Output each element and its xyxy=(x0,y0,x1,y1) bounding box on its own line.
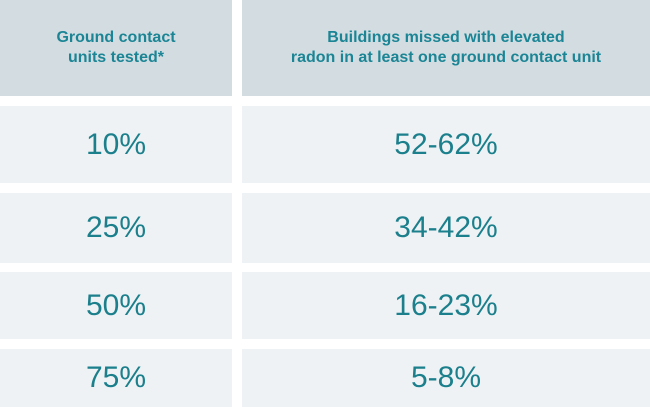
header-buildings-missed-label: Buildings missed with elevated radon in … xyxy=(290,29,602,66)
table-row-2-missed: 34-42% xyxy=(242,193,650,263)
header-units-tested: Ground contact units tested* xyxy=(0,0,232,96)
header-buildings-missed: Buildings missed with elevated radon in … xyxy=(242,0,650,96)
table-row-1-units: 10% xyxy=(0,106,232,183)
cell-units-value: 50% xyxy=(85,288,147,322)
cell-missed-value: 16-23% xyxy=(394,288,498,322)
cell-missed-value: 52-62% xyxy=(394,127,498,161)
table-row-1-missed: 52-62% xyxy=(242,106,650,183)
cell-units-value: 10% xyxy=(85,127,147,161)
table-row-3-units: 50% xyxy=(0,272,232,339)
cell-units-value: 25% xyxy=(85,211,147,244)
cell-units-value: 75% xyxy=(85,361,147,394)
table-row-3-missed: 16-23% xyxy=(242,272,650,339)
table-row-4-missed: 5-8% xyxy=(242,349,650,407)
header-units-tested-label: Ground contact units tested* xyxy=(56,29,176,66)
cell-missed-value: 34-42% xyxy=(394,211,498,244)
table-row-4-units: 75% xyxy=(0,349,232,407)
table-row-2-units: 25% xyxy=(0,193,232,263)
cell-missed-value: 5-8% xyxy=(410,361,482,394)
